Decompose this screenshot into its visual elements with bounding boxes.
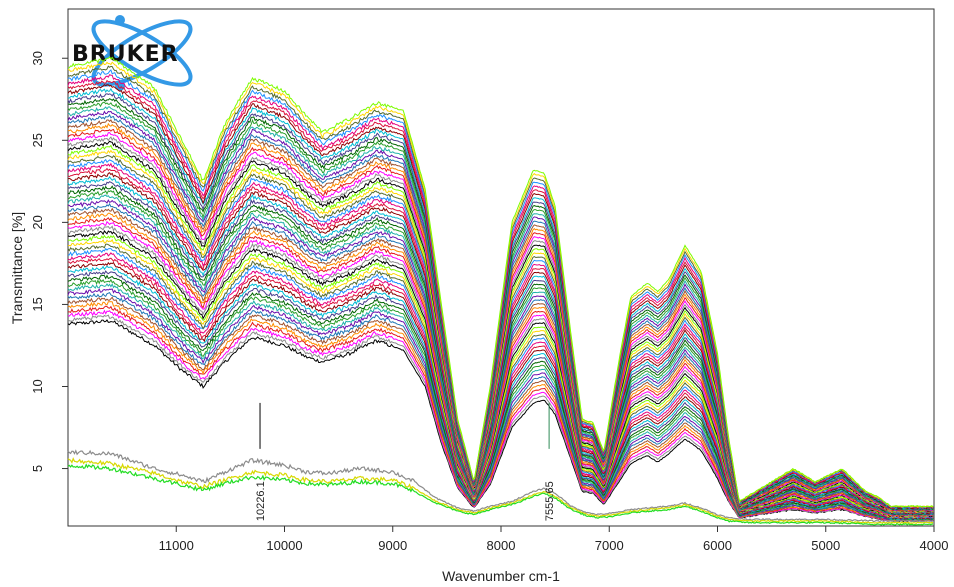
spectrum-line-24 <box>67 217 934 517</box>
low-spectrum-line-1 <box>67 449 934 523</box>
x-tick-label-8000: 8000 <box>487 538 516 553</box>
peak-marker-label-1: 10226.1 <box>255 481 267 521</box>
series-layer <box>67 56 934 526</box>
spectrum-line-17 <box>67 247 934 519</box>
spectrum-line-12 <box>67 270 934 520</box>
y-tick-label-10: 10 <box>30 379 45 393</box>
spectrum-line-18 <box>67 243 934 519</box>
bruker-logo: BRUKER <box>72 15 193 91</box>
x-tick-label-7000: 7000 <box>595 538 624 553</box>
spectrum-line-6 <box>67 296 934 522</box>
low-spectrum-line-3 <box>67 463 934 526</box>
spectrum-line-7 <box>67 291 934 521</box>
x-tick-label-9000: 9000 <box>378 538 407 553</box>
spectrum-line-10 <box>67 278 934 521</box>
peak-marker-label-2: 7555.65 <box>544 481 556 521</box>
spectrum-line-21 <box>67 230 934 518</box>
atom-icon <box>91 15 193 91</box>
low-spectrum-line-2 <box>67 457 934 524</box>
axis-layer: 11000 10000 9000 8000 7000 6000 5000 4000 5 10 15 2… <box>30 51 948 553</box>
y-tick-label-30: 30 <box>30 51 45 65</box>
y-tick-label-20: 20 <box>30 215 45 229</box>
x-tick-label-11000: 11000 <box>159 538 194 553</box>
x-tick-label-10000: 10000 <box>266 538 302 553</box>
x-tick-label-6000: 6000 <box>703 538 732 553</box>
spectrum-line-14 <box>67 261 934 520</box>
logo-text: BRUKER <box>72 42 179 67</box>
x-axis-label: Wavenumber cm-1 <box>442 568 560 584</box>
y-tick-label-25: 25 <box>30 133 45 147</box>
y-axis-label: Transmittance [%] <box>9 212 25 324</box>
spectrum-line-30 <box>67 190 934 515</box>
spectrum-line-5 <box>67 301 934 522</box>
spectrum-line-60 <box>67 56 934 508</box>
y-tick-label-15: 15 <box>30 297 45 311</box>
x-tick-label-5000: 5000 <box>811 538 840 553</box>
x-tick-label-4000: 4000 <box>920 538 949 553</box>
spectrum-line-38 <box>67 155 934 513</box>
marker-layer: 10226.1 7555.65 <box>255 402 556 521</box>
spectrum-line-15 <box>67 257 934 519</box>
y-tick-label-5: 5 <box>30 465 45 472</box>
spectrum-line-3 <box>67 309 934 522</box>
